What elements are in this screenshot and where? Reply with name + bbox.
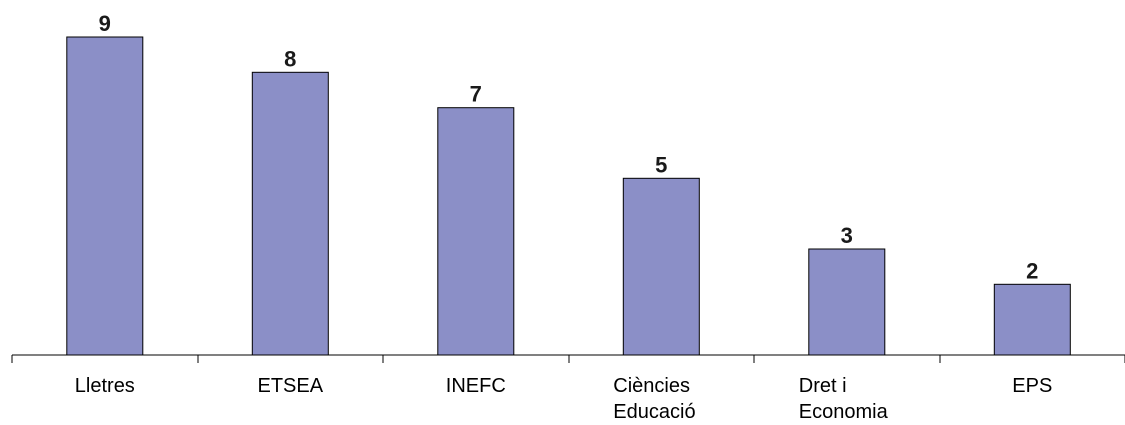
- x-tick-label-3: Ciències Educació: [613, 375, 695, 423]
- x-tick-label-1: ETSEA: [258, 375, 324, 397]
- data-label-2: 7: [470, 82, 482, 107]
- bars-layer: [66, 36, 1071, 356]
- bar-4: [808, 248, 886, 356]
- data-label-5: 2: [1026, 258, 1038, 283]
- bar-5: [993, 283, 1071, 356]
- x-tick-label-2: INEFC: [446, 375, 506, 397]
- bar-3: [622, 177, 700, 356]
- data-labels-layer: 9 8 7 5 3 2: [99, 11, 1039, 283]
- data-label-4: 3: [841, 223, 853, 248]
- x-tick-label-5: EPS: [1012, 375, 1052, 397]
- bar-2: [437, 107, 515, 356]
- x-tick-label-0: Lletres: [75, 375, 135, 397]
- data-label-0: 9: [99, 11, 111, 36]
- bar-1: [251, 71, 329, 356]
- bar-0: [66, 36, 144, 356]
- data-label-3: 5: [655, 152, 667, 177]
- x-tick-label-4: Dret i Economia: [799, 375, 889, 423]
- data-label-1: 8: [284, 46, 296, 71]
